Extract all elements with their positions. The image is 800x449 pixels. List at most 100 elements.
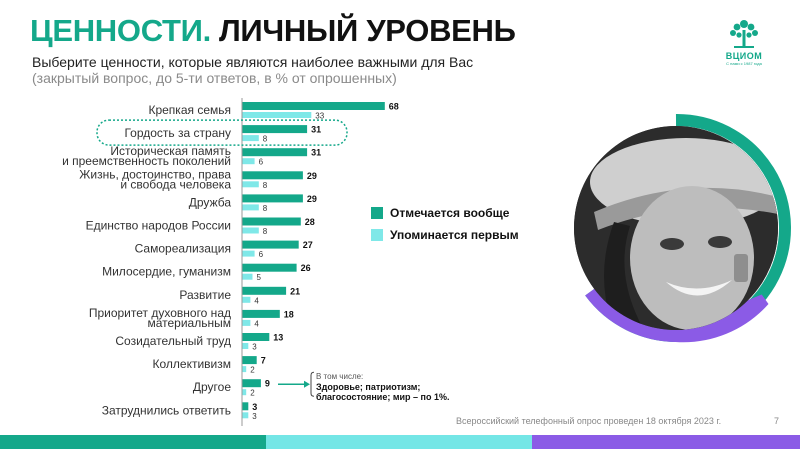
data-label-first: 8 — [263, 135, 268, 144]
data-label-total: 26 — [301, 263, 311, 273]
bar-total — [242, 333, 270, 341]
category-label: Другое — [193, 380, 231, 394]
bar-first — [242, 112, 312, 118]
data-label-first: 4 — [254, 296, 259, 305]
data-label-total: 31 — [311, 125, 321, 135]
category-label: Дружба — [189, 195, 232, 209]
bar-first — [242, 158, 255, 165]
bar-total — [242, 286, 287, 295]
legend-label-first: Упоминается первым — [390, 228, 519, 242]
category-label: Самореализация — [135, 242, 231, 256]
page-title: ЦЕННОСТИ. ЛИЧНЫЙ УРОВЕНЬ — [30, 10, 516, 52]
question-text: Выберите ценности, которые являются наиб… — [32, 54, 474, 70]
stripe-purple — [532, 435, 800, 449]
data-label-first: 6 — [259, 250, 264, 259]
bar-first — [242, 181, 259, 188]
data-label-first: 3 — [252, 412, 257, 421]
stripe-cyan — [266, 435, 532, 449]
category-label: Коллективизм — [153, 357, 232, 371]
category-label: Милосердие, гуманизм — [102, 265, 231, 279]
legend-label-total: Отмечается вообще — [390, 206, 510, 220]
data-label-total: 13 — [273, 333, 283, 343]
category-label: материальным — [147, 316, 231, 330]
bar-total — [242, 125, 308, 134]
bar-first — [242, 412, 249, 419]
title-accent: ЦЕННОСТИ. — [30, 13, 211, 48]
data-label-total: 29 — [307, 171, 317, 181]
category-label: Приоритет духовного над — [89, 306, 231, 320]
title-rest: ЛИЧНЫЙ УРОВЕНЬ — [218, 13, 516, 48]
survey-source: Всероссийский телефонный опрос проведен … — [456, 416, 722, 426]
data-label-first: 2 — [250, 389, 255, 398]
question-note: (закрытый вопрос, до 5-ти ответов, в % о… — [32, 70, 397, 86]
bar-total — [242, 171, 303, 180]
highlight-outline — [96, 119, 348, 146]
legend-swatch-first — [371, 229, 383, 241]
portrait-image — [574, 126, 778, 330]
data-label-total: 21 — [290, 286, 300, 296]
data-label-total: 27 — [303, 240, 313, 250]
bar-total — [242, 379, 261, 388]
data-label-total: 3 — [252, 402, 257, 412]
category-label: Развитие — [179, 288, 231, 302]
data-label-total: 29 — [307, 194, 317, 204]
legend-item-total: Отмечается вообще — [371, 202, 519, 224]
bar-first — [242, 296, 251, 303]
data-label-first: 4 — [254, 319, 259, 328]
category-label: Историческая память — [110, 144, 231, 158]
bar-total — [242, 217, 301, 226]
bar-first — [242, 227, 259, 234]
bar-total — [242, 263, 297, 272]
category-label: Жизнь, достоинство, права — [79, 167, 231, 181]
chart-legend: Отмечается вообще Упоминается первым — [371, 202, 519, 246]
data-label-first: 33 — [315, 112, 324, 121]
data-label-total: 7 — [261, 356, 266, 366]
bar-first — [242, 389, 247, 396]
data-label-first: 8 — [263, 227, 268, 236]
bar-total — [242, 148, 308, 157]
data-label-first: 8 — [263, 181, 268, 190]
data-label-first: 5 — [257, 273, 262, 282]
category-label: Единство народов России — [86, 219, 231, 233]
note-bracket — [310, 371, 315, 397]
legend-item-first: Упоминается первым — [371, 224, 519, 246]
bar-total — [242, 402, 249, 411]
data-label-first: 6 — [259, 158, 264, 167]
note-body: Здоровье; патриотизм; благосостояние; ми… — [316, 382, 450, 402]
category-label: и свобода человека — [120, 177, 231, 191]
bar-first — [242, 273, 253, 280]
note-arrow-head — [304, 380, 310, 388]
bar-total — [242, 240, 299, 249]
note-heading: В том числе: — [316, 372, 364, 381]
bar-first — [242, 204, 259, 211]
logo-brand: ВЦИОМ — [725, 51, 763, 61]
page-number: 7 — [774, 416, 780, 426]
data-label-total: 31 — [311, 148, 321, 158]
bar-total — [242, 356, 257, 365]
data-label-total: 9 — [265, 379, 270, 389]
bar-first — [242, 366, 247, 373]
bar-first — [242, 250, 255, 257]
category-label: Крепкая семья — [148, 103, 231, 117]
data-label-total: 18 — [284, 309, 294, 319]
legend-swatch-total — [371, 207, 383, 219]
logo-since: С нами с 1987 года — [726, 61, 762, 66]
stripe-teal — [0, 435, 266, 449]
data-label-total: 68 — [389, 102, 399, 112]
respondent-photo — [574, 126, 778, 330]
category-label: Созидательный труд — [115, 334, 231, 348]
data-label-first: 3 — [252, 343, 257, 352]
bar-total — [242, 309, 280, 318]
data-label-total: 28 — [305, 217, 315, 227]
vciom-logo: ВЦИОМ С нами с 1987 года — [716, 16, 772, 66]
bar-first — [242, 319, 251, 326]
bar-first — [242, 135, 259, 142]
bar-first — [242, 343, 249, 349]
data-label-first: 8 — [263, 204, 268, 213]
category-label: и преемственность поколений — [62, 154, 231, 168]
bar-total — [242, 194, 303, 203]
data-label-first: 2 — [250, 366, 255, 375]
category-label: Гордость за страну — [124, 126, 231, 140]
tree-icon — [730, 20, 758, 48]
